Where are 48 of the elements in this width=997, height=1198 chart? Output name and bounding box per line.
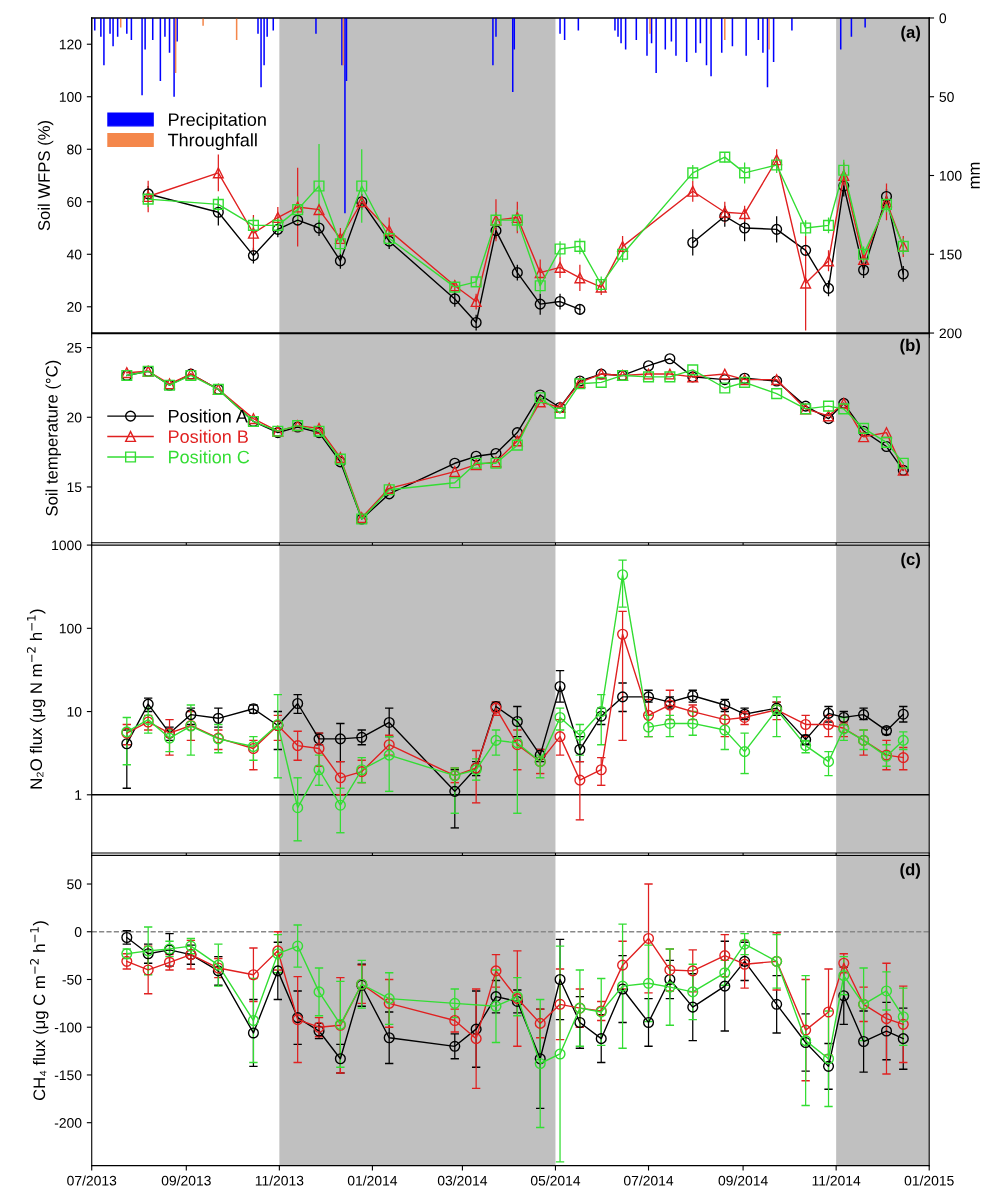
x-tick-label: 03/2014 (437, 1175, 488, 1186)
y-tick-label: -50 (62, 974, 82, 985)
y-tick-label: 1 (75, 790, 82, 800)
y-tick-label: -150 (54, 1070, 82, 1081)
y-tick-label: 50 (67, 879, 82, 890)
y2-axis-title: mm (970, 162, 980, 189)
x-tick-label: 01/2014 (347, 1175, 398, 1186)
y-tick-label: 10 (67, 706, 82, 717)
x-tick-label: 07/2014 (623, 1175, 674, 1186)
y-tick-label: -200 (54, 1118, 82, 1128)
y-axis-title: Soil WFPS (%) (37, 120, 54, 231)
annotation: (b) (900, 338, 920, 355)
annotation: (a) (901, 25, 920, 42)
y-axis-title: CH₄ flux (μg C m$^{−2}$ h$^{−1}$) (29, 921, 49, 1101)
y-axis-title: Soil temperature (°C) (45, 360, 61, 516)
legend-label: Precipitation (169, 112, 266, 130)
y2-tick-label: 100 (939, 170, 962, 181)
y-tick-label: 1000 (52, 540, 82, 551)
y-tick-label: 100 (59, 623, 82, 634)
y-tick-label: 25 (67, 342, 82, 353)
y-tick-label: 120 (59, 39, 82, 50)
x-tick-label: 01/2015 (904, 1175, 954, 1186)
legend-label: Position C (169, 450, 250, 464)
y-tick-label: 80 (67, 144, 82, 155)
y-tick-label: 0 (74, 927, 82, 937)
y2-tick-label: 200 (939, 328, 962, 339)
y-tick-label: 20 (67, 302, 82, 312)
y-tick-label: 20 (67, 412, 82, 423)
y-tick-label: 100 (59, 92, 82, 102)
y-tick-label: -100 (54, 1022, 82, 1033)
y2-tick-label: 0 (939, 13, 947, 24)
x-tick-label: 07/2013 (67, 1175, 117, 1186)
x-tick-label: 11/2013 (255, 1175, 304, 1186)
annotation: (d) (900, 863, 920, 879)
legend-label: Position A (169, 409, 248, 423)
x-tick-label: 09/2014 (718, 1175, 768, 1186)
y-axis-title: N₂O flux (μg N m$^{−2}$ h$^{−1}$) (26, 609, 46, 789)
y-tick-label: 15 (67, 482, 82, 493)
y2-tick-label: 50 (939, 92, 954, 102)
x-tick-label: 09/2013 (161, 1175, 211, 1186)
y-tick-label: 60 (67, 197, 82, 207)
x-tick-label: 05/2014 (530, 1175, 581, 1186)
legend-label: Throughfall (167, 133, 257, 151)
x-tick-label: 11/2014 (812, 1175, 861, 1186)
y2-tick-label: 150 (939, 249, 962, 260)
legend-label: Position B (169, 429, 248, 444)
annotation: (c) (901, 552, 920, 569)
y-tick-label: 40 (66, 249, 82, 260)
